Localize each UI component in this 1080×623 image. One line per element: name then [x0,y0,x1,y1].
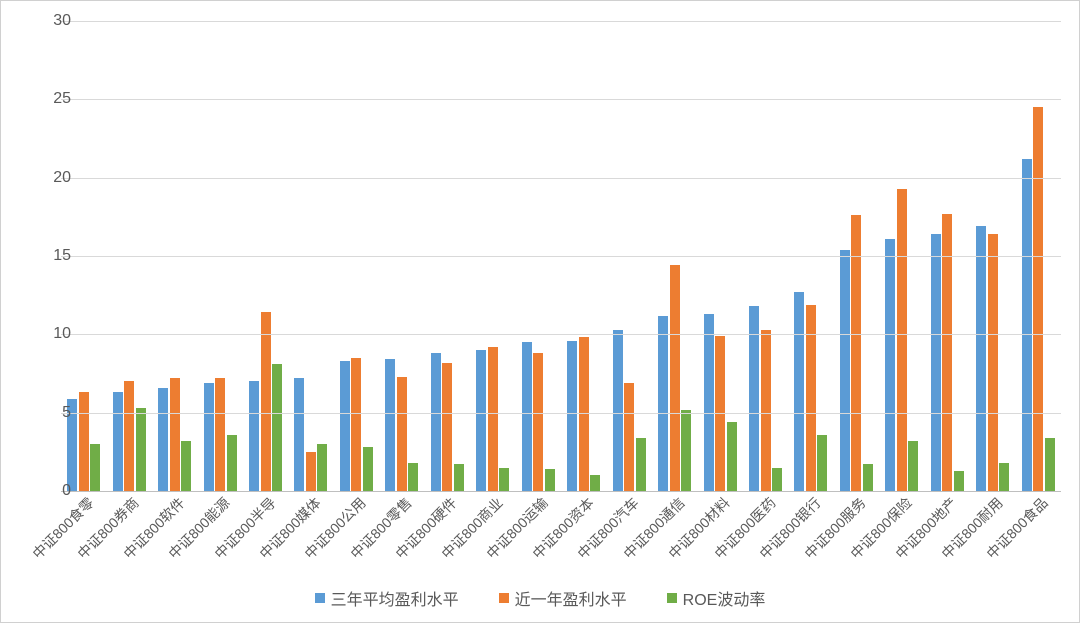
bar [522,342,532,491]
bar [454,464,464,491]
bar [976,226,986,491]
legend-swatch [499,593,509,603]
bar [272,364,282,491]
bar [215,378,225,491]
bar [499,468,509,492]
y-tick-label: 5 [31,404,71,422]
bar [124,381,134,491]
bar [794,292,804,491]
bar [385,359,395,491]
bar [476,350,486,491]
y-tick-label: 10 [31,325,71,343]
gridline [61,334,1061,335]
legend-swatch [667,593,677,603]
legend: 三年平均盈利水平 近一年盈利水平 ROE波动率 [1,586,1079,610]
legend-swatch [315,593,325,603]
bar [545,469,555,491]
bar [261,312,271,491]
bar [897,189,907,491]
bar [579,337,589,491]
gridline [61,178,1061,179]
bar [613,330,623,491]
bar [306,452,316,491]
y-tick-label: 0 [31,482,71,500]
bar [681,410,691,491]
bar [636,438,646,491]
bar [363,447,373,491]
bar [249,381,259,491]
bar [113,392,123,491]
bar [567,341,577,491]
bar [408,463,418,491]
bar [317,444,327,491]
legend-item: ROE波动率 [667,586,766,610]
bar [227,435,237,491]
bar [704,314,714,491]
bar [761,330,771,491]
bar [624,383,634,491]
bar [136,408,146,491]
bar [670,265,680,491]
y-tick-label: 15 [31,247,71,265]
bar [181,441,191,491]
bar [488,347,498,491]
bar [340,361,350,491]
gridline [61,99,1061,100]
bar [1045,438,1055,491]
plot-area [61,21,1061,492]
bar [590,475,600,491]
bar [294,378,304,491]
bar [1033,107,1043,491]
legend-item: 近一年盈利水平 [499,586,627,610]
bar [170,378,180,491]
bar [806,305,816,491]
legend-label: ROE波动率 [683,586,766,610]
bar [442,363,452,491]
gridline [61,21,1061,22]
bar [1022,159,1032,491]
bar [79,392,89,491]
bar [772,468,782,492]
bar [931,234,941,491]
y-tick-label: 20 [31,169,71,187]
legend-label: 三年平均盈利水平 [331,586,459,610]
bar [204,383,214,491]
bar [954,471,964,491]
bar [863,464,873,491]
bar [999,463,1009,491]
chart-container: 中证800食零中证800券商中证800软件中证800能源中证800半导中证800… [0,0,1080,623]
bar [727,422,737,491]
bar [533,353,543,491]
bar [158,388,168,491]
bar [431,353,441,491]
y-tick-label: 25 [31,90,71,108]
legend-item: 三年平均盈利水平 [315,586,459,610]
bar [908,441,918,491]
gridline [61,413,1061,414]
bar [840,250,850,491]
gridline [61,256,1061,257]
y-tick-label: 30 [31,12,71,30]
bar [351,358,361,491]
bar [397,377,407,491]
bar [817,435,827,491]
bar [90,444,100,491]
bar [658,316,668,491]
bar [988,234,998,491]
bar [885,239,895,491]
legend-label: 近一年盈利水平 [515,586,627,610]
